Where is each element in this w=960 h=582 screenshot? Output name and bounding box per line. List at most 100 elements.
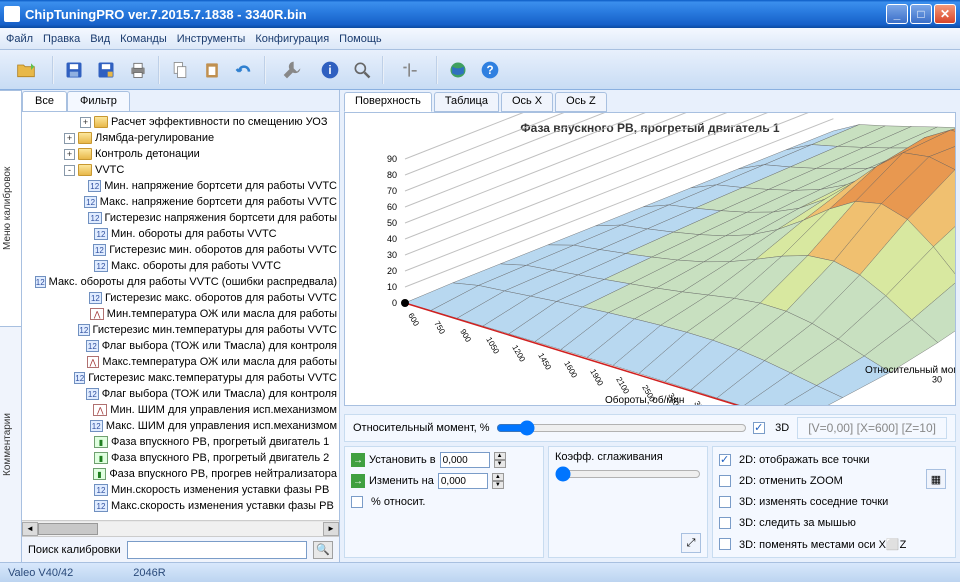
tree-item[interactable]: 12Гистерезис мин. оборотов для работы VV… xyxy=(24,242,337,258)
set-to-input[interactable] xyxy=(440,452,490,468)
chart-tab-surface[interactable]: Поверхность xyxy=(344,92,432,112)
search-go-button[interactable]: 🔍 xyxy=(313,541,333,559)
option-checkbox[interactable] xyxy=(719,454,731,466)
tree-item[interactable]: -VVTC xyxy=(24,162,337,178)
grid-options-button[interactable]: ▦ xyxy=(926,469,946,489)
copy-button[interactable] xyxy=(166,56,194,84)
tool-wrench-button[interactable] xyxy=(272,56,312,84)
undo-button[interactable] xyxy=(230,56,258,84)
left-tab-all[interactable]: Все xyxy=(22,91,67,111)
left-tab-filter[interactable]: Фильтр xyxy=(67,91,130,111)
change-by-input[interactable] xyxy=(438,473,488,489)
tree-item[interactable]: ▮Фаза впускного РВ, прогретый двигатель … xyxy=(24,434,337,450)
minimize-button[interactable]: _ xyxy=(886,4,908,24)
smooth-slider[interactable] xyxy=(555,466,701,482)
svg-text:10: 10 xyxy=(387,282,397,292)
tree-item[interactable]: 12Флаг выбора (ТОЖ или Тмасла) для контр… xyxy=(24,386,337,402)
menu-edit[interactable]: Правка xyxy=(43,33,80,45)
menu-file[interactable]: Файл xyxy=(6,33,33,45)
tree-toggle[interactable]: - xyxy=(64,165,75,176)
tree-label: Фаза впускного РВ, прогретый двигатель 1 xyxy=(111,436,329,448)
tree-item[interactable]: +Лямбда-регулирование xyxy=(24,130,337,146)
menu-view[interactable]: Вид xyxy=(90,33,110,45)
tree-item[interactable]: 12Мин. напряжение бортсети для работы VV… xyxy=(24,178,337,194)
maximize-button[interactable]: □ xyxy=(910,4,932,24)
svg-text:50: 50 xyxy=(387,218,397,228)
spin-up[interactable]: ▲ xyxy=(492,473,504,481)
tree-item[interactable]: 12Макс. ШИМ для управления исп.механизмо… xyxy=(24,418,337,434)
menu-commands[interactable]: Команды xyxy=(120,33,167,45)
close-button[interactable]: ✕ xyxy=(934,4,956,24)
search-input[interactable] xyxy=(127,541,307,559)
spin-down[interactable]: ▼ xyxy=(494,460,506,468)
leaf-icon: 12 xyxy=(89,292,102,304)
tree-item[interactable]: ▮Фаза впускного РВ, прогретый двигатель … xyxy=(24,450,337,466)
tree-item[interactable]: 12Мин.скорость изменения уставки фазы РВ xyxy=(24,482,337,498)
option-checkbox[interactable] xyxy=(719,538,731,550)
tree-toggle[interactable]: + xyxy=(80,117,91,128)
menu-tools[interactable]: Инструменты xyxy=(177,33,246,45)
tree-item[interactable]: ⋀Макс.температура ОЖ или масла для работ… xyxy=(24,354,337,370)
spin-down[interactable]: ▼ xyxy=(492,481,504,489)
checkbox-3d[interactable] xyxy=(753,422,765,434)
tree-item[interactable]: 12Гистерезис макс.температуры для работы… xyxy=(24,370,337,386)
tree-item[interactable]: ⋀Мин.температура ОЖ или масла для работы xyxy=(24,306,337,322)
scroll-thumb[interactable] xyxy=(38,523,98,535)
spin-up[interactable]: ▲ xyxy=(494,452,506,460)
globe-button[interactable] xyxy=(444,56,472,84)
percent-checkbox[interactable] xyxy=(351,496,363,508)
tree-item[interactable]: ▮Фаза впускного РВ, прогрев нейтрализато… xyxy=(24,466,337,482)
chart-tab-table[interactable]: Таблица xyxy=(434,92,499,112)
open-button[interactable] xyxy=(6,56,46,84)
leaf-icon: 12 xyxy=(93,244,107,256)
calibration-tree[interactable]: +Расчет эффективности по смещению УОЗ+Ля… xyxy=(22,112,339,520)
tree-item[interactable]: 12Макс. обороты для работы VVTC xyxy=(24,258,337,274)
tree-toggle[interactable]: + xyxy=(64,149,75,160)
svg-text:2100: 2100 xyxy=(614,376,631,396)
tree-item[interactable]: 12Гистерезис мин.температуры для работы … xyxy=(24,322,337,338)
tree-item[interactable]: +Контроль детонации xyxy=(24,146,337,162)
tree-toggle[interactable]: + xyxy=(64,133,75,144)
menu-config[interactable]: Конфигурация xyxy=(255,33,329,45)
moment-slider[interactable] xyxy=(496,420,748,436)
option-checkbox[interactable] xyxy=(719,475,731,487)
option-label: 2D: отображать все точки xyxy=(739,454,870,466)
leaf-icon: 12 xyxy=(94,500,108,512)
chart-tab-axis-x[interactable]: Ось X xyxy=(501,92,553,112)
paste-button[interactable] xyxy=(198,56,226,84)
tree-scrollbar[interactable]: ◄ ► xyxy=(22,520,339,536)
tree-item[interactable]: 12Мин. обороты для работы VVTC xyxy=(24,226,337,242)
tree-item[interactable]: ⋀Мин. ШИМ для управления исп.механизмом xyxy=(24,402,337,418)
tree-label: Мин.температура ОЖ или масла для работы xyxy=(107,308,337,320)
tree-label: Фаза впускного РВ, прогрев нейтрализатор… xyxy=(109,468,337,480)
tree-item[interactable]: +Расчет эффективности по смещению УОЗ xyxy=(24,114,337,130)
tool-settings-button[interactable] xyxy=(390,56,430,84)
menu-help[interactable]: Помощь xyxy=(339,33,382,45)
leaf-icon: 12 xyxy=(86,340,99,352)
chart-area[interactable]: Фаза впускного РВ, прогретый двигатель 1… xyxy=(344,112,956,406)
tree-item[interactable]: 12Гистерезис напряжения бортсети для раб… xyxy=(24,210,337,226)
leaf-icon: 12 xyxy=(74,372,85,384)
info-button[interactable]: i xyxy=(316,56,344,84)
tree-item[interactable]: 12Макс.скорость изменения уставки фазы Р… xyxy=(24,498,337,514)
option-label: 3D: следить за мышью xyxy=(739,517,856,529)
side-tab-comments[interactable]: Комментарии xyxy=(0,326,21,562)
tree-item[interactable]: 12Гистерезис макс. оборотов для работы V… xyxy=(24,290,337,306)
side-tab-calibrations[interactable]: Меню калибровок xyxy=(0,90,21,326)
tree-item[interactable]: 12Макс. обороты для работы VVTC (ошибки … xyxy=(24,274,337,290)
print-button[interactable] xyxy=(124,56,152,84)
save-button[interactable] xyxy=(60,56,88,84)
leaf-icon: ▮ xyxy=(94,436,108,448)
save-as-button[interactable] xyxy=(92,56,120,84)
tree-item[interactable]: 12Макс. напряжение бортсети для работы V… xyxy=(24,194,337,210)
svg-text:600: 600 xyxy=(406,312,421,329)
scroll-right-button[interactable]: ► xyxy=(323,522,339,536)
option-checkbox[interactable] xyxy=(719,496,731,508)
option-checkbox[interactable] xyxy=(719,517,731,529)
scroll-left-button[interactable]: ◄ xyxy=(22,522,38,536)
search-button[interactable] xyxy=(348,56,376,84)
tree-item[interactable]: 12Флаг выбора (ТОЖ или Тмасла) для контр… xyxy=(24,338,337,354)
expand-button[interactable]: ⤢ xyxy=(681,533,701,553)
help-button[interactable]: ? xyxy=(476,56,504,84)
chart-tab-axis-z[interactable]: Ось Z xyxy=(555,92,607,112)
